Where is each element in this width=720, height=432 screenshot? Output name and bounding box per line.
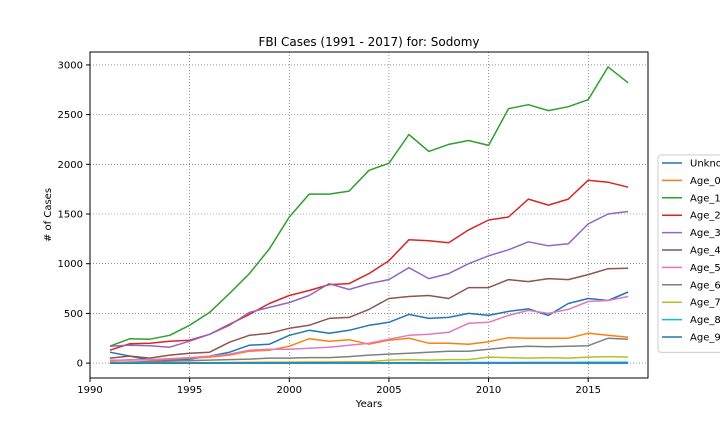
- x-axis-label: Years: [355, 399, 382, 410]
- x-tick-label: 2015: [575, 385, 600, 396]
- y-tick-label: 1000: [58, 259, 83, 270]
- x-tick-label: 2005: [376, 385, 401, 396]
- y-tick-label: 500: [64, 309, 83, 320]
- x-tick-label: 1990: [77, 385, 102, 396]
- legend-label: Age_6: [690, 280, 720, 291]
- legend-label: Age_7: [690, 298, 720, 309]
- series-lines: [109, 66, 629, 364]
- y-tick-label: 3000: [58, 60, 83, 71]
- legend-label: Age_3: [690, 228, 720, 239]
- legend-label: Age_0: [690, 176, 720, 187]
- x-tick-label: 1995: [177, 385, 202, 396]
- y-axis-label: # of Cases: [43, 188, 54, 242]
- legend-label: Age_5: [690, 263, 720, 274]
- series-line-age_6: [109, 337, 629, 364]
- plot-frame: [89, 51, 649, 379]
- legend-label: Age_9: [690, 333, 720, 344]
- series-line-age_3: [109, 210, 629, 348]
- series-line-age_5: [109, 295, 629, 361]
- legend: Unkno Age_0 Age_1 Age_2 Age_3 Age_4 Age_5 Age_6…: [657, 154, 720, 353]
- x-tick-label: 2010: [476, 385, 501, 396]
- series-line-age_1: [109, 66, 629, 347]
- legend-label: Age_1: [690, 193, 720, 204]
- y-tick-label: 2000: [58, 160, 83, 171]
- axis-ticks: 1990 1995 2000 2005 2010 2015 0 500 1000 1500 2000…: [58, 60, 601, 396]
- legend-label: Age_8: [690, 315, 720, 326]
- y-tick-label: 1500: [58, 210, 83, 221]
- y-tick-label: 0: [77, 359, 83, 370]
- legend-label: Age_2: [690, 211, 720, 222]
- x-tick-label: 2000: [277, 385, 302, 396]
- legend-label: Age_4: [690, 246, 720, 257]
- legend-frame: [657, 154, 720, 353]
- series-line-age_4: [109, 267, 629, 359]
- y-tick-label: 2500: [58, 110, 83, 121]
- legend-label: Unkno: [690, 159, 720, 170]
- chart-title: FBI Cases (1991 - 2017) for: Sodomy: [259, 35, 480, 49]
- grid-layer: [89, 52, 648, 378]
